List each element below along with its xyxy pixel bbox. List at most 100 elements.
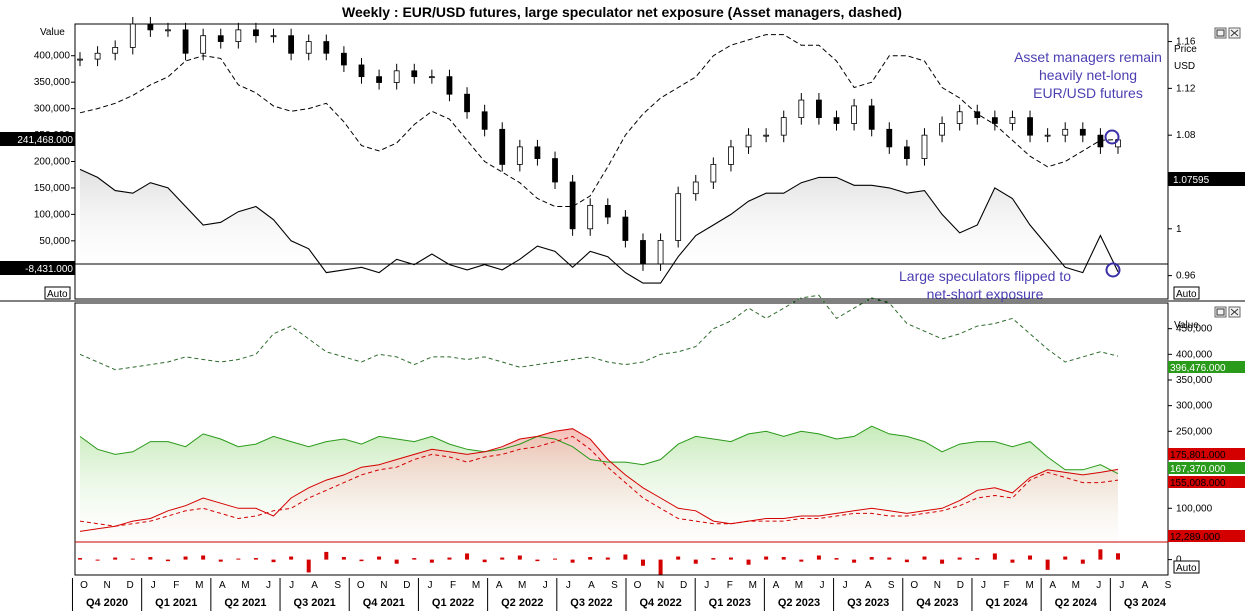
month-tick-label: A <box>773 580 780 591</box>
quarter-label: Q3 2021 <box>294 597 336 609</box>
price-candle-body <box>358 64 365 78</box>
speculators-fill-layer <box>80 169 1118 284</box>
month-tick-label: D <box>127 580 134 591</box>
bottom-tick-label: 400,000 <box>1176 349 1213 360</box>
bottom-marker-longs-green: 167,370.000 <box>1168 462 1245 475</box>
svg-text:175,801.000: 175,801.000 <box>1170 450 1226 461</box>
month-tick-label: J <box>266 580 271 591</box>
month-tick-label: A <box>1049 580 1056 591</box>
price-candle-body <box>974 111 981 119</box>
weekly-change-bar <box>693 559 698 564</box>
price-candle-body <box>1009 117 1016 124</box>
month-tick-label: S <box>334 580 341 591</box>
weekly-change-bar <box>165 559 170 562</box>
quarter-label: Q4 2022 <box>639 597 681 609</box>
price-candle-body <box>833 117 840 124</box>
price-candle-body <box>692 181 699 195</box>
bottom-right-axis-label: Value <box>1174 320 1199 331</box>
left-tick-label: 300,000 <box>34 104 71 115</box>
weekly-change-bar <box>1010 559 1015 563</box>
weekly-change-bar <box>130 558 135 560</box>
price-candle-body <box>1097 134 1104 148</box>
month-tick-label: J <box>151 580 156 591</box>
price-candle-body <box>1027 117 1033 136</box>
price-candle-body <box>270 35 277 38</box>
long-contracts-line <box>79 425 1119 475</box>
weekly-change-bar <box>289 556 294 560</box>
weekly-change-bar <box>429 559 434 563</box>
svg-text:Auto: Auto <box>1176 289 1197 300</box>
bottom-minimize-button[interactable] <box>1214 306 1227 318</box>
open-interest-line <box>79 294 1119 371</box>
price-candle-body <box>1062 128 1069 136</box>
asset-managers-line <box>79 34 1119 207</box>
speculators-line <box>79 168 1119 284</box>
quarter-label: Q4 2023 <box>916 597 958 609</box>
bottom-tick-label: 300,000 <box>1176 401 1213 412</box>
bottom-close-button[interactable] <box>1228 306 1241 318</box>
month-tick-label: M <box>795 580 803 591</box>
price-candle-body <box>288 35 295 54</box>
price-candle-body <box>217 35 224 42</box>
month-tick-label: O <box>357 580 365 591</box>
quarter-label: Q1 2024 <box>985 597 1028 609</box>
top-left-auto-button[interactable]: Auto <box>44 286 71 300</box>
weekly-change-bar <box>570 559 575 563</box>
weekly-change-bar <box>377 556 382 560</box>
price-candle-body <box>516 146 523 165</box>
weekly-change-bar <box>535 559 540 562</box>
bottom-tick-label: 450,000 <box>1176 324 1213 335</box>
price-candle-body <box>921 134 928 159</box>
month-tick-label: J <box>289 580 294 591</box>
weekly-change-bar <box>482 559 487 563</box>
annotation-asset-managers-line2: heavily net-long <box>1039 67 1137 83</box>
quarter-label: Q3 2022 <box>570 597 612 609</box>
top-close-button[interactable] <box>1228 27 1241 39</box>
price-candle-body <box>305 41 312 54</box>
bottom-marker-weekly-change: 12,289.000 <box>1168 530 1245 543</box>
weekly-change-bar <box>447 557 452 560</box>
bottom-tick-label: 250,000 <box>1176 426 1213 437</box>
top-right-ticks: 1.161.121.081.0410.96 <box>1168 37 1196 282</box>
month-tick-label: O <box>80 580 88 591</box>
weekly-change-bar <box>904 559 909 563</box>
top-right-axis-label: Price <box>1174 44 1197 55</box>
price-candle-body <box>657 240 664 265</box>
weekly-change-bar <box>359 559 364 562</box>
quarter-label: Q3 2023 <box>847 597 889 609</box>
bottom-right-auto-button[interactable]: Auto <box>1173 560 1200 574</box>
svg-text:-8,431.000: -8,431.000 <box>25 264 73 275</box>
price-candle-body <box>376 76 382 83</box>
right-tick-label: 1.16 <box>1176 37 1196 48</box>
svg-text:155,008.000: 155,008.000 <box>1170 478 1226 489</box>
weekly-change-bar <box>746 559 751 565</box>
price-candle-body <box>147 23 154 31</box>
weekly-change-bar <box>1116 553 1120 560</box>
price-candle-body <box>675 193 682 241</box>
month-tick-label: N <box>934 580 941 591</box>
top-right-auto-button[interactable]: Auto <box>1173 286 1200 300</box>
price-candle-body <box>129 23 136 48</box>
month-tick-label: S <box>888 580 895 591</box>
top-lines-layer <box>79 34 1119 284</box>
price-candle-body <box>745 134 752 148</box>
top-minimize-button[interactable] <box>1214 27 1227 39</box>
month-tick-label: N <box>103 580 110 591</box>
month-tick-label: J <box>543 580 548 591</box>
bottom-tick-label: 100,000 <box>1176 503 1213 514</box>
annotation-speculators-line2: net-short exposure <box>927 286 1044 302</box>
svg-text:Auto: Auto <box>47 289 68 300</box>
weekly-change-bar <box>922 556 927 560</box>
weekly-change-bar <box>553 558 558 560</box>
month-tick-label: D <box>403 580 410 591</box>
month-tick-label: J <box>427 580 432 591</box>
annotation-speculators-line1: Large speculators flipped to <box>899 268 1071 284</box>
month-tick-label: M <box>1072 580 1080 591</box>
price-candle-body <box>640 240 646 265</box>
price-candle-body <box>481 111 488 130</box>
short-contracts-line <box>79 428 1119 532</box>
svg-text:241,468.000: 241,468.000 <box>17 135 73 146</box>
price-candle-body <box>604 204 611 218</box>
price-candle-body <box>903 146 910 159</box>
